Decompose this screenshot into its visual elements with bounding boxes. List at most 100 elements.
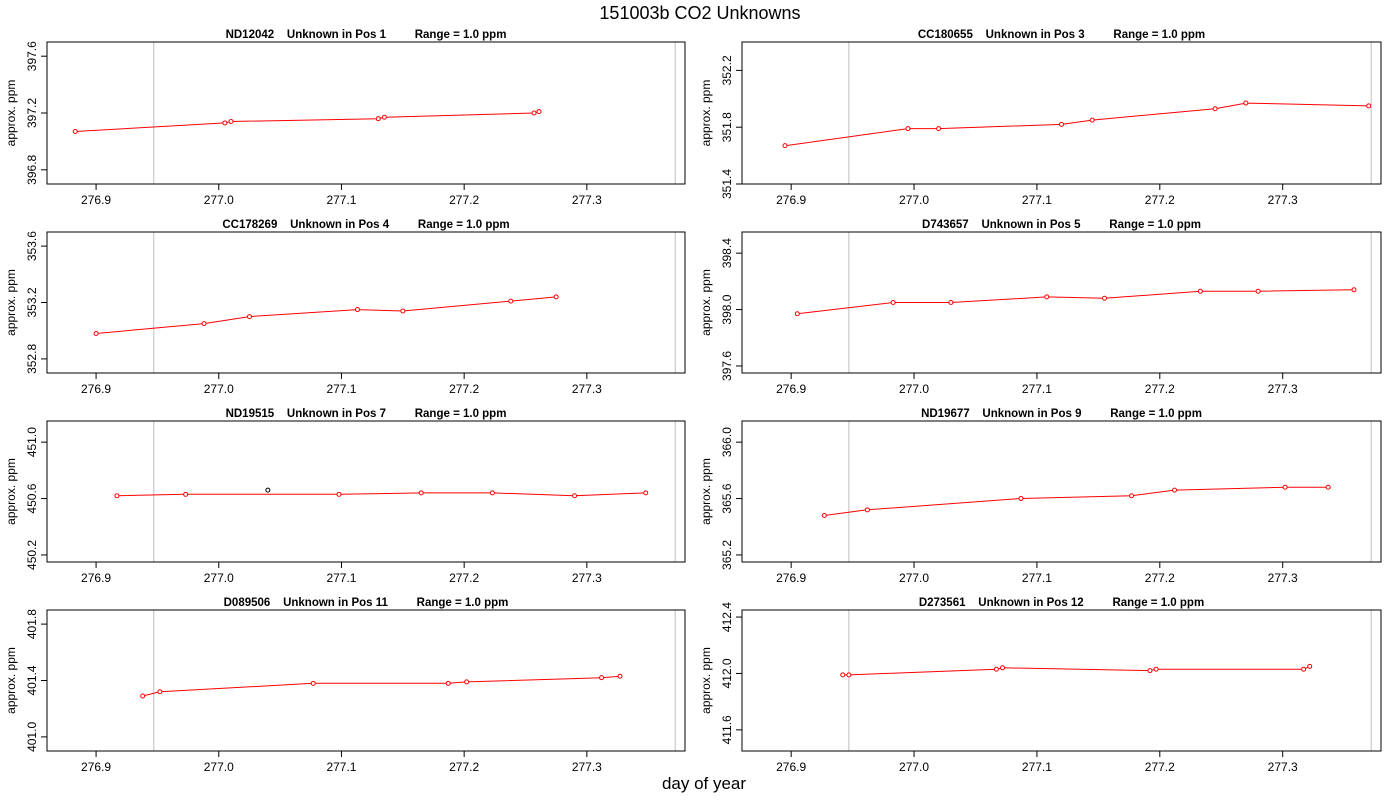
series-line xyxy=(75,111,540,132)
data-point xyxy=(1366,103,1372,109)
x-tick-label: 276.9 xyxy=(81,571,111,585)
data-point xyxy=(114,493,120,499)
chart-panel: D743657 Unknown in Pos 5 Range = 1.0 ppm… xyxy=(699,219,1382,396)
x-tick-label: 277.0 xyxy=(899,193,929,207)
panel-title: D743657 Unknown in Pos 5 Range = 1.0 ppm xyxy=(922,219,1201,231)
data-point xyxy=(445,680,451,686)
y-axis-label: approx. ppm xyxy=(4,458,18,525)
panel-title: ND12042 Unknown in Pos 1 Range = 1.0 ppm xyxy=(226,29,507,41)
x-tick-label: 277.2 xyxy=(1145,382,1175,396)
panel-title: D089506 Unknown in Pos 11 Range = 1.0 pp… xyxy=(224,597,509,609)
y-tick-label: 401.4 xyxy=(25,665,39,695)
y-tick-label: 396.8 xyxy=(25,154,39,184)
panel-title: CC180655 Unknown in Pos 3 Range = 1.0 pp… xyxy=(918,29,1205,41)
data-point xyxy=(993,666,999,672)
data-point xyxy=(1243,100,1249,106)
x-tick-label: 277.1 xyxy=(1022,760,1052,774)
x-tick-label: 276.9 xyxy=(776,760,806,774)
y-tick-label: 450.6 xyxy=(25,483,39,513)
x-tick-label: 277.3 xyxy=(1268,571,1298,585)
x-tick-label: 277.3 xyxy=(572,571,602,585)
data-point xyxy=(643,490,649,496)
x-tick-label: 277.2 xyxy=(1145,193,1175,207)
data-point xyxy=(157,689,163,695)
x-tick-label: 277.0 xyxy=(899,760,929,774)
panel-title: ND19515 Unknown in Pos 7 Range = 1.0 ppm xyxy=(226,408,507,420)
data-point xyxy=(72,128,78,134)
data-point xyxy=(418,490,424,496)
data-point xyxy=(905,126,911,132)
x-tick-label: 277.0 xyxy=(204,382,234,396)
y-tick-label: 351.8 xyxy=(720,112,734,142)
data-point xyxy=(1301,666,1307,672)
data-point xyxy=(1129,493,1135,499)
x-tick-label: 276.9 xyxy=(776,382,806,396)
x-tick-label: 277.0 xyxy=(204,760,234,774)
x-tick-label: 277.0 xyxy=(899,571,929,585)
y-tick-label: 352.2 xyxy=(720,55,734,85)
series-line xyxy=(142,675,621,697)
y-tick-label: 411.6 xyxy=(720,715,734,744)
data-point xyxy=(310,680,316,686)
series-line xyxy=(116,492,646,497)
plot-frame xyxy=(46,41,686,185)
x-tick-label: 277.1 xyxy=(326,760,356,774)
data-point xyxy=(1172,487,1178,493)
chart-panel: ND19677 Unknown in Pos 9 Range = 1.0 ppm… xyxy=(699,408,1382,585)
x-tick-label: 277.1 xyxy=(326,382,356,396)
data-point xyxy=(794,311,800,317)
series-line xyxy=(96,296,557,334)
data-point xyxy=(1255,288,1261,294)
y-tick-label: 352.8 xyxy=(25,344,39,374)
data-point xyxy=(93,331,99,337)
x-tick-label: 276.9 xyxy=(776,571,806,585)
data-point xyxy=(336,491,342,497)
x-tick-label: 277.2 xyxy=(1145,571,1175,585)
data-point xyxy=(617,673,623,679)
y-tick-label: 351.4 xyxy=(720,169,734,199)
x-tick-label: 276.9 xyxy=(81,760,111,774)
data-point xyxy=(536,109,542,115)
x-tick-label: 277.1 xyxy=(1022,571,1052,585)
x-tick-label: 277.3 xyxy=(1268,193,1298,207)
x-tick-label: 277.2 xyxy=(449,382,479,396)
y-tick-label: 401.8 xyxy=(25,609,39,639)
x-tick-label: 277.3 xyxy=(572,760,602,774)
series-line xyxy=(784,102,1369,147)
y-tick-label: 401.0 xyxy=(25,722,39,752)
x-tick-label: 277.3 xyxy=(572,382,602,396)
x-tick-label: 277.1 xyxy=(326,193,356,207)
x-tick-label: 276.9 xyxy=(81,382,111,396)
data-point xyxy=(1059,121,1064,127)
data-point xyxy=(1307,663,1313,669)
x-tick-label: 277.2 xyxy=(1145,760,1175,774)
chart-panel: D089506 Unknown in Pos 11 Range = 1.0 pp… xyxy=(4,597,686,774)
chart-panel: ND12042 Unknown in Pos 1 Range = 1.0 ppm… xyxy=(4,29,686,207)
x-tick-label: 277.2 xyxy=(449,571,479,585)
data-point xyxy=(508,298,514,304)
x-tick-label: 277.1 xyxy=(326,571,356,585)
y-axis-label: approx. ppm xyxy=(4,647,18,714)
data-point xyxy=(183,491,189,497)
data-point xyxy=(840,672,846,678)
data-point xyxy=(140,693,146,699)
data-point xyxy=(782,143,788,149)
chart-panel: ND19515 Unknown in Pos 7 Range = 1.0 ppm… xyxy=(4,408,686,585)
plot-frame xyxy=(46,609,686,752)
chart-panel: CC180655 Unknown in Pos 3 Range = 1.0 pp… xyxy=(699,29,1382,207)
plot-frame xyxy=(46,231,686,374)
x-tick-label: 277.3 xyxy=(572,193,602,207)
x-tick-label: 277.3 xyxy=(1268,760,1298,774)
y-tick-label: 397.2 xyxy=(25,98,39,128)
x-tick-label: 277.0 xyxy=(204,193,234,207)
plot-frame xyxy=(741,41,1382,185)
data-point xyxy=(531,110,537,116)
x-tick-label: 277.0 xyxy=(204,571,234,585)
data-point xyxy=(599,675,605,681)
data-point xyxy=(864,507,870,513)
data-point xyxy=(1351,287,1357,293)
y-tick-label: 450.2 xyxy=(25,540,39,570)
x-tick-label: 277.2 xyxy=(449,760,479,774)
y-axis-label: approx. ppm xyxy=(699,458,713,525)
data-point xyxy=(1089,117,1095,123)
